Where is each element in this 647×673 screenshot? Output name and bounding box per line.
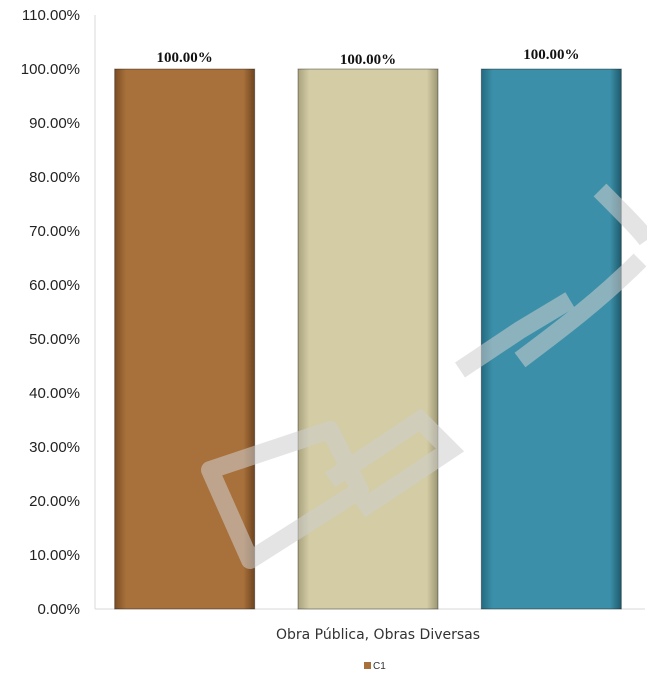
data-label-2: 100.00%	[340, 52, 396, 68]
y-tick-label: 0.00%	[37, 601, 80, 618]
y-tick-label: 10.00%	[29, 547, 80, 564]
watermark	[201, 183, 647, 569]
y-tick-label: 70.00%	[29, 223, 80, 240]
y-tick-label: 60.00%	[29, 277, 80, 294]
data-label-1: 100.00%	[157, 50, 213, 66]
y-tick-label: 80.00%	[29, 169, 80, 186]
y-tick-label: 40.00%	[29, 385, 80, 402]
data-label-3: 100.00%	[523, 47, 579, 63]
y-tick-labels: 0.00% 10.00% 20.00% 30.00% 40.00% 50.00% 60.00…	[21, 7, 80, 618]
y-tick-label: 20.00%	[29, 493, 80, 510]
legend-label-c1: C1	[373, 661, 386, 672]
y-tick-label: 100.00%	[21, 61, 80, 78]
y-tick-label: 110.00%	[22, 7, 80, 24]
y-tick-label: 50.00%	[29, 331, 80, 348]
bar-2	[297, 68, 439, 610]
x-axis-label: Obra Pública, Obras Diversas	[276, 627, 480, 643]
y-tick-label: 30.00%	[29, 439, 80, 456]
legend: C1	[364, 661, 386, 672]
legend-swatch-c1	[364, 662, 371, 669]
y-tick-label: 90.00%	[29, 115, 80, 132]
data-labels: 100.00% 100.00% 100.00%	[157, 47, 580, 68]
